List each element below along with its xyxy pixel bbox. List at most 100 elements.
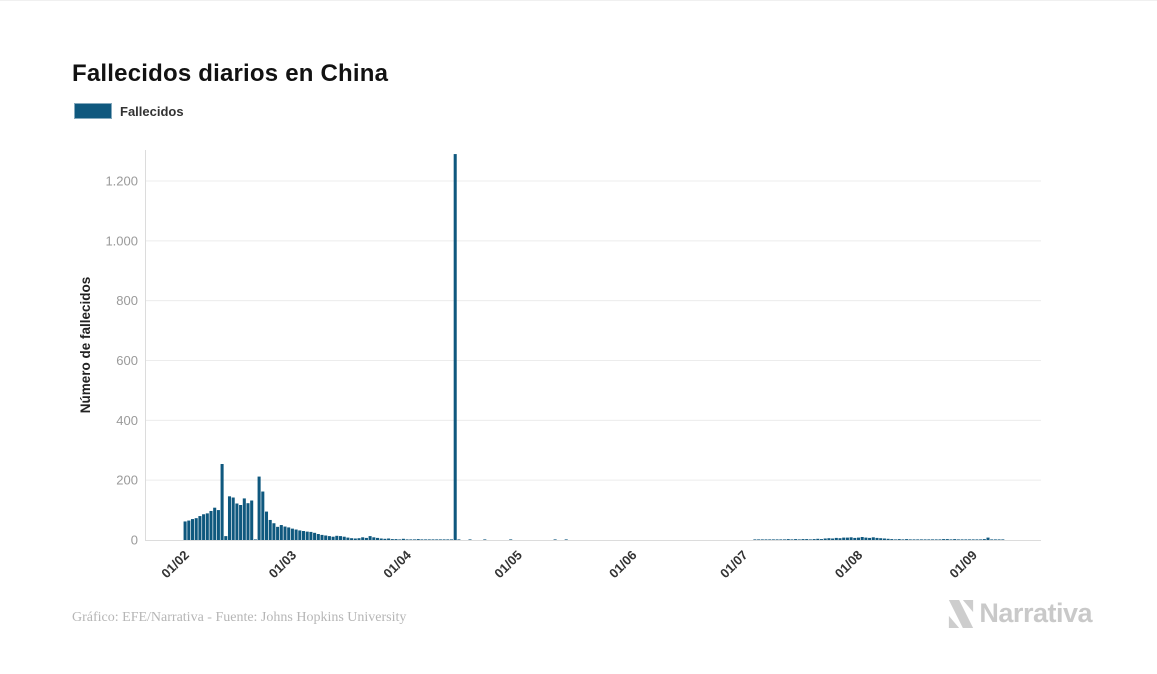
bar bbox=[827, 538, 831, 541]
bar bbox=[768, 539, 772, 540]
bar bbox=[997, 539, 1001, 540]
y-axis-title: Número de fallecidos bbox=[78, 277, 93, 414]
bar bbox=[294, 529, 298, 540]
bar bbox=[253, 539, 257, 540]
bar bbox=[956, 539, 960, 540]
bar bbox=[886, 538, 890, 540]
bar bbox=[871, 537, 875, 540]
bar bbox=[331, 536, 335, 540]
bar bbox=[346, 537, 350, 540]
bar bbox=[420, 539, 424, 540]
bar bbox=[327, 536, 331, 540]
bar bbox=[864, 537, 868, 540]
bar-series-fallecidos bbox=[183, 154, 1005, 541]
bar bbox=[446, 539, 450, 540]
chart-title: Fallecidos diarios en China bbox=[72, 60, 389, 88]
bar bbox=[942, 539, 946, 540]
y-tick-label: 0 bbox=[131, 533, 138, 548]
x-tick-label: 01/05 bbox=[491, 547, 525, 581]
bar bbox=[368, 536, 372, 540]
bar bbox=[183, 521, 187, 540]
bar bbox=[202, 514, 206, 540]
bar bbox=[357, 538, 361, 541]
bar bbox=[805, 539, 809, 540]
bar bbox=[379, 538, 383, 540]
bar bbox=[831, 538, 835, 540]
bar bbox=[412, 539, 417, 540]
bar bbox=[930, 539, 935, 540]
bar bbox=[753, 539, 757, 540]
bar bbox=[890, 539, 894, 540]
bar bbox=[483, 539, 487, 540]
bar bbox=[868, 537, 872, 540]
bar bbox=[209, 510, 213, 540]
bar bbox=[553, 539, 557, 540]
bar bbox=[953, 539, 957, 540]
bar bbox=[764, 539, 768, 540]
bar bbox=[819, 539, 824, 540]
bar bbox=[316, 534, 320, 540]
bar bbox=[350, 538, 354, 541]
bar bbox=[823, 538, 827, 540]
bar bbox=[442, 539, 446, 540]
bar bbox=[982, 539, 986, 540]
source-credit: Gráfico: EFE/Narrativa - Fuente: Johns H… bbox=[72, 610, 407, 625]
bar bbox=[353, 538, 357, 540]
bar bbox=[879, 538, 883, 541]
legend-item-fallecidos[interactable]: Fallecidos bbox=[74, 103, 184, 119]
bar bbox=[782, 539, 787, 540]
bar bbox=[398, 539, 402, 540]
bar bbox=[801, 539, 805, 540]
bar bbox=[338, 536, 343, 540]
bar bbox=[838, 538, 842, 541]
bar bbox=[986, 537, 990, 540]
bar bbox=[775, 539, 779, 540]
x-tick-label: 01/02 bbox=[158, 547, 192, 581]
x-tick-label: 01/06 bbox=[606, 547, 640, 581]
bar bbox=[390, 539, 394, 540]
bar bbox=[960, 539, 964, 540]
bar bbox=[457, 539, 461, 540]
bar bbox=[945, 539, 949, 540]
x-tick-label: 01/08 bbox=[832, 547, 866, 581]
bar bbox=[912, 539, 916, 540]
bar bbox=[786, 539, 790, 540]
bar bbox=[235, 503, 239, 540]
bar bbox=[335, 535, 339, 540]
bar bbox=[383, 538, 387, 540]
y-tick-label: 400 bbox=[116, 413, 138, 428]
bar bbox=[1001, 539, 1005, 540]
bar bbox=[246, 503, 250, 540]
bar bbox=[453, 154, 457, 540]
bar bbox=[816, 538, 820, 540]
bar bbox=[938, 539, 942, 540]
bar bbox=[261, 491, 265, 540]
bar bbox=[187, 520, 191, 540]
bar bbox=[834, 537, 838, 540]
bar bbox=[760, 539, 764, 540]
bar bbox=[860, 537, 864, 540]
bar bbox=[424, 539, 428, 540]
bar bbox=[309, 531, 313, 540]
bar bbox=[224, 536, 228, 540]
bar bbox=[990, 539, 994, 540]
bar bbox=[971, 539, 975, 540]
y-tick-label: 200 bbox=[116, 473, 138, 488]
bar bbox=[416, 539, 420, 540]
bar bbox=[198, 516, 202, 540]
bar bbox=[979, 539, 983, 540]
bar bbox=[405, 539, 409, 540]
bar bbox=[949, 539, 953, 540]
bar bbox=[927, 539, 931, 540]
bar bbox=[438, 539, 442, 540]
bar bbox=[268, 519, 272, 540]
bar bbox=[257, 476, 261, 540]
bar bbox=[290, 528, 294, 540]
bar bbox=[975, 539, 979, 540]
bar bbox=[812, 539, 816, 540]
bar bbox=[194, 518, 198, 540]
bar bbox=[250, 500, 254, 540]
bar bbox=[468, 539, 472, 540]
bar bbox=[797, 539, 801, 540]
